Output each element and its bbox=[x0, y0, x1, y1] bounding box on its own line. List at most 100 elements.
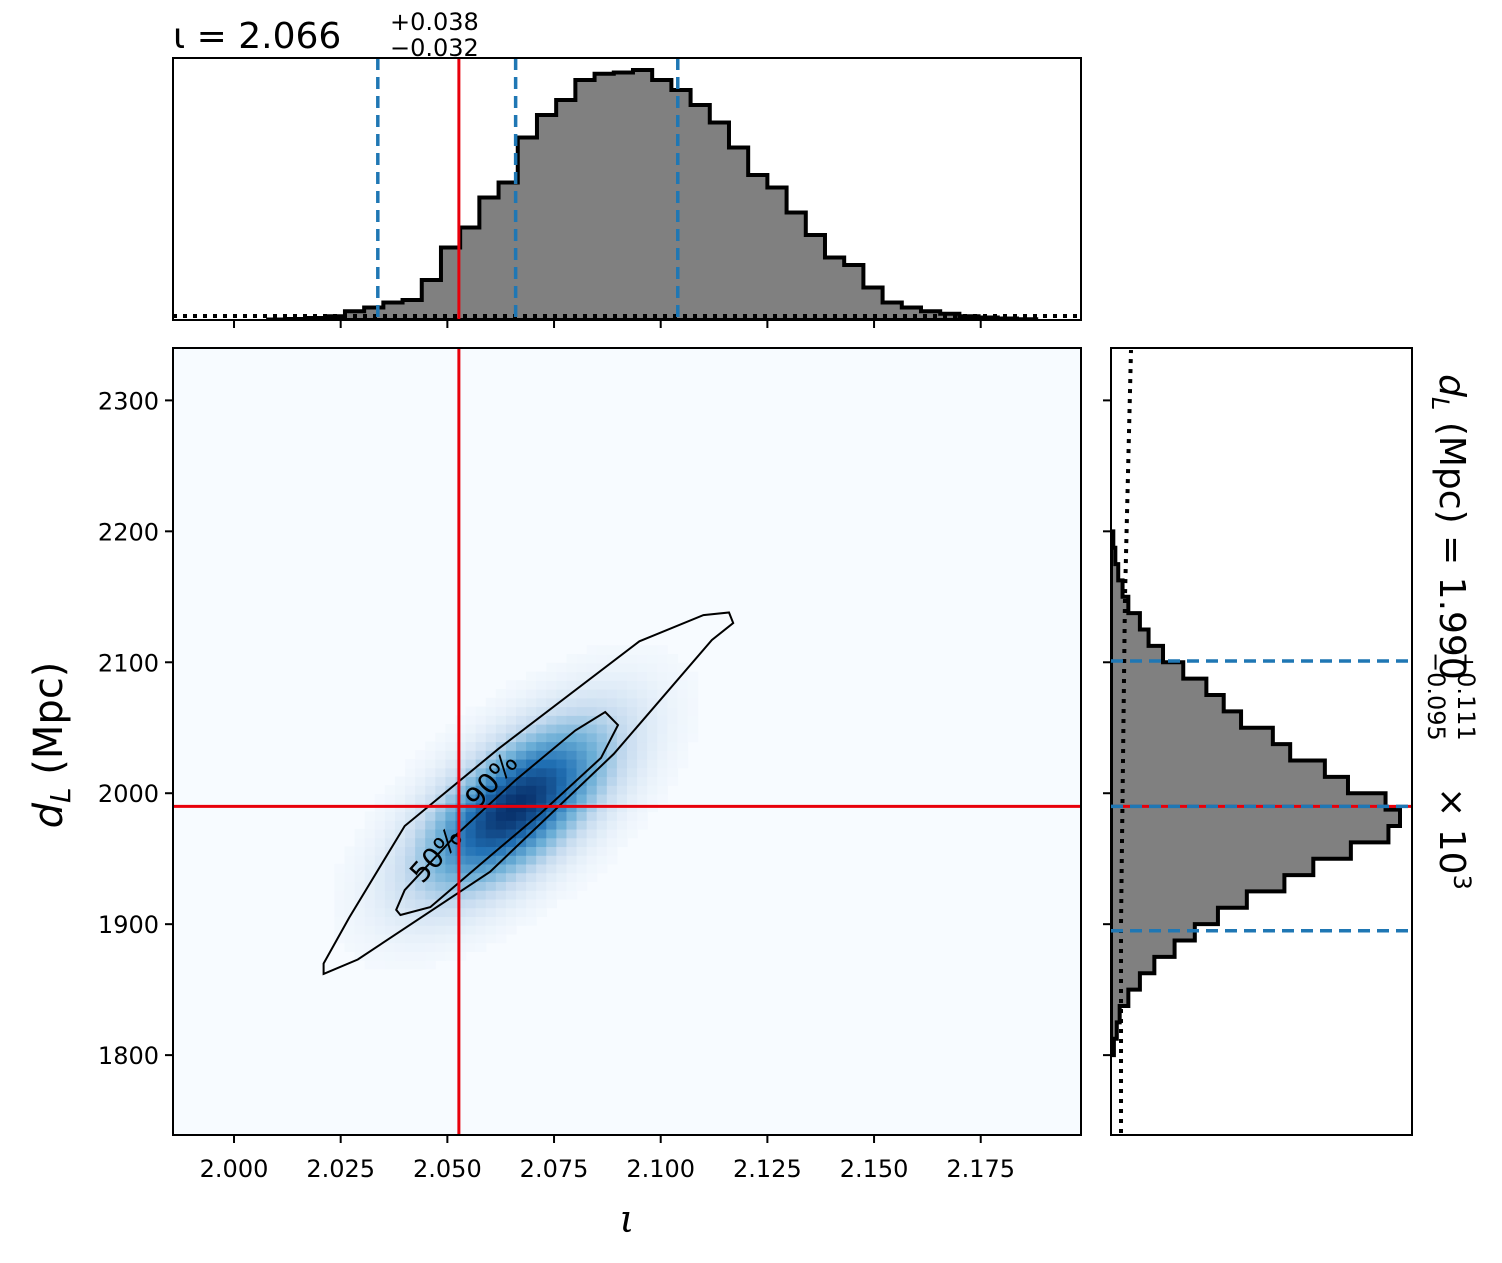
density-cell bbox=[576, 741, 588, 751]
density-cell bbox=[576, 706, 588, 716]
density-cell bbox=[364, 846, 376, 856]
density-cell bbox=[495, 863, 507, 874]
density-cell bbox=[465, 828, 477, 839]
density-cell bbox=[516, 732, 527, 743]
density-cell bbox=[405, 846, 416, 856]
density-cell bbox=[415, 933, 426, 944]
density-cell bbox=[616, 758, 628, 769]
density-cell bbox=[495, 767, 507, 778]
density-cell bbox=[364, 933, 376, 944]
density-cell bbox=[364, 890, 376, 900]
density-cell bbox=[475, 846, 487, 856]
density-cell bbox=[576, 715, 588, 725]
density-cell bbox=[415, 776, 426, 786]
density-cell bbox=[586, 846, 598, 856]
density-cell bbox=[405, 793, 416, 804]
density-cell bbox=[415, 881, 426, 891]
density-cell bbox=[657, 767, 668, 778]
density-cell bbox=[505, 767, 517, 778]
density-cell bbox=[465, 706, 477, 716]
density-cell bbox=[475, 890, 487, 900]
density-cell bbox=[495, 890, 507, 900]
density-cell bbox=[505, 925, 517, 935]
density-cell bbox=[556, 793, 568, 804]
density-cell bbox=[637, 820, 648, 830]
density-cell bbox=[354, 933, 366, 944]
density-cell bbox=[586, 776, 598, 786]
density-cell bbox=[667, 706, 679, 716]
density-cell bbox=[576, 689, 588, 699]
density-cell bbox=[505, 724, 517, 734]
density-cell bbox=[374, 793, 386, 804]
density-cell bbox=[556, 671, 568, 681]
density-cell bbox=[445, 793, 457, 804]
density-cell bbox=[495, 697, 507, 708]
density-cell bbox=[455, 881, 467, 891]
density-cell bbox=[495, 785, 507, 795]
density-cell bbox=[586, 662, 598, 673]
density-cell bbox=[667, 724, 679, 734]
density-cell bbox=[566, 863, 578, 874]
density-cell bbox=[394, 881, 406, 891]
density-cell bbox=[475, 715, 487, 725]
density-cell bbox=[475, 942, 487, 952]
density-cell bbox=[616, 828, 628, 839]
density-cell bbox=[455, 855, 467, 865]
iota-histogram-panel bbox=[172, 57, 1082, 328]
density-cell bbox=[505, 907, 517, 917]
density-cell bbox=[637, 750, 648, 760]
density-cell bbox=[495, 881, 507, 891]
density-cell bbox=[405, 837, 416, 848]
density-cell bbox=[546, 680, 557, 690]
density-cell bbox=[616, 680, 628, 690]
density-cell bbox=[546, 863, 557, 874]
density-cell bbox=[394, 776, 406, 786]
density-cell bbox=[627, 776, 638, 786]
density-cell bbox=[495, 828, 507, 839]
density-cell bbox=[415, 872, 426, 883]
density-cell bbox=[606, 671, 618, 681]
density-cell bbox=[435, 881, 446, 891]
x-tick-label: 2.025 bbox=[306, 1155, 375, 1183]
density-cell bbox=[637, 793, 648, 804]
density-cell bbox=[445, 942, 457, 952]
density-cell bbox=[526, 890, 537, 900]
density-cell bbox=[374, 872, 386, 883]
density-cell bbox=[354, 907, 366, 917]
density-cell bbox=[435, 828, 446, 839]
density-cell bbox=[505, 916, 517, 926]
density-cell bbox=[485, 741, 497, 751]
density-cell bbox=[546, 767, 557, 778]
density-cell bbox=[616, 715, 628, 725]
density-cell bbox=[445, 907, 457, 917]
density-cell bbox=[505, 811, 517, 821]
y-tick-label: 2300 bbox=[98, 387, 159, 415]
density-cell bbox=[647, 732, 658, 743]
density-cell bbox=[415, 855, 426, 865]
density-cell bbox=[637, 758, 648, 769]
density-cell bbox=[627, 662, 638, 673]
density-cell bbox=[475, 724, 487, 734]
density-cell bbox=[546, 671, 557, 681]
density-cell bbox=[606, 776, 618, 786]
density-cell bbox=[637, 671, 648, 681]
density-cell bbox=[405, 758, 416, 769]
density-cell bbox=[536, 872, 547, 883]
contour-90 bbox=[322, 611, 735, 976]
density-cell bbox=[586, 741, 598, 751]
density-cell bbox=[475, 767, 487, 778]
density-cell bbox=[586, 732, 598, 743]
density-cell bbox=[344, 872, 356, 883]
density-cell bbox=[445, 898, 457, 909]
density-cell bbox=[556, 680, 568, 690]
density-cell bbox=[566, 828, 578, 839]
density-cell bbox=[586, 820, 598, 830]
density-cell bbox=[415, 811, 426, 821]
density-cell bbox=[667, 732, 679, 743]
density-cell bbox=[596, 671, 608, 681]
density-cell bbox=[495, 811, 507, 821]
density-cell bbox=[435, 925, 446, 935]
density-cell bbox=[425, 828, 436, 839]
density-cell bbox=[516, 776, 527, 786]
density-cell bbox=[556, 750, 568, 760]
